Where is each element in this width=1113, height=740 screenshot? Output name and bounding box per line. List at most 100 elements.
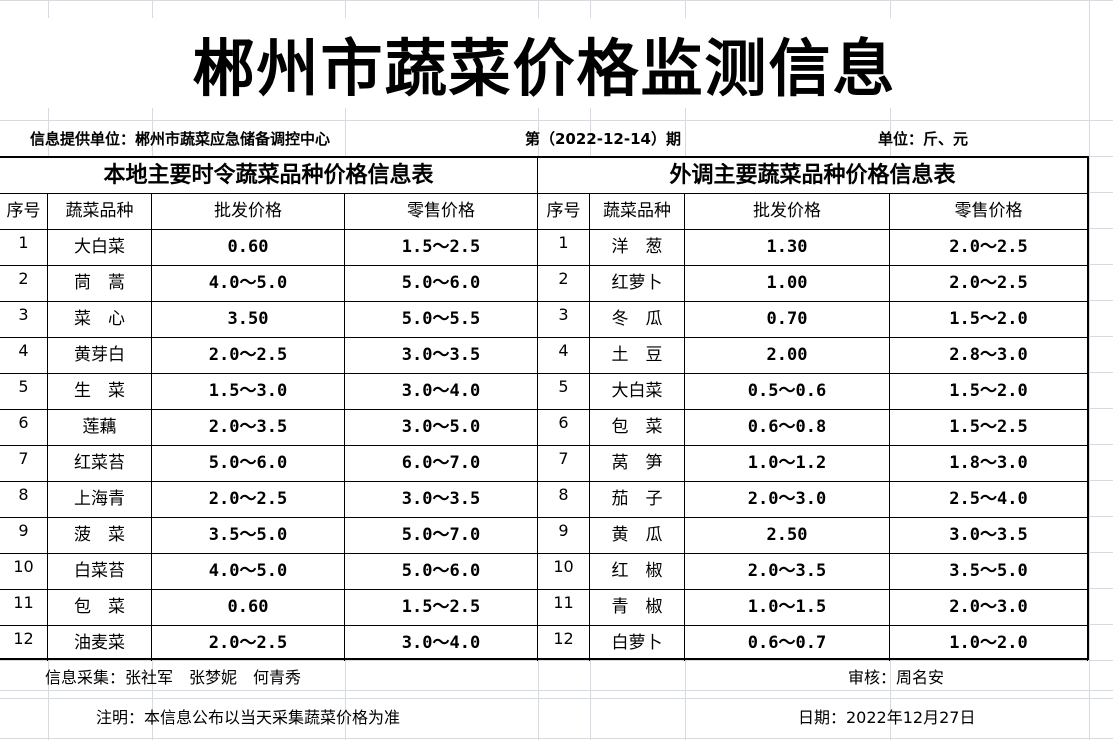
seq-cell: 11 xyxy=(0,590,48,625)
vegetable-cell: 红 椒 xyxy=(590,554,685,589)
wholesale-price-cell: 2.00 xyxy=(685,338,890,373)
table-row: 12 白萝卜 0.6～0.7 1.0～2.0 xyxy=(538,626,1088,662)
vegetable-cell: 大白菜 xyxy=(590,374,685,409)
wholesale-price-cell: 0.6～0.8 xyxy=(685,410,890,445)
wholesale-price-cell: 1.5～3.0 xyxy=(152,374,345,409)
table-row: 12 油麦菜 2.0～2.5 3.0～4.0 xyxy=(0,626,538,662)
header-seq: 序号 xyxy=(0,194,48,229)
retail-price-cell: 3.0～4.0 xyxy=(345,374,538,409)
table-row: 4 黄芽白 2.0～2.5 3.0～3.5 xyxy=(0,338,538,374)
wholesale-price-cell: 1.0～1.2 xyxy=(685,446,890,481)
seq-cell: 2 xyxy=(0,266,48,301)
page-title: 郴州市蔬菜价格监测信息 xyxy=(0,18,1089,108)
external-table-title: 外调主要蔬菜品种价格信息表 xyxy=(538,158,1088,194)
seq-cell: 7 xyxy=(538,446,590,481)
local-table-title: 本地主要时令蔬菜品种价格信息表 xyxy=(0,158,538,194)
table-row: 11 包 菜 0.60 1.5～2.5 xyxy=(0,590,538,626)
vegetable-cell: 包 菜 xyxy=(48,590,152,625)
wholesale-price-cell: 2.0～3.5 xyxy=(685,554,890,589)
retail-price-cell: 1.8～3.0 xyxy=(890,446,1088,481)
seq-cell: 3 xyxy=(0,302,48,337)
gridline xyxy=(0,120,1113,121)
table-row: 7 红菜苔 5.0～6.0 6.0～7.0 xyxy=(0,446,538,482)
retail-price-cell: 5.0～7.0 xyxy=(345,518,538,553)
wholesale-price-cell: 0.60 xyxy=(152,230,345,265)
retail-price-cell: 3.0～3.5 xyxy=(345,338,538,373)
vegetable-cell: 青 椒 xyxy=(590,590,685,625)
retail-price-cell: 5.0～6.0 xyxy=(345,554,538,589)
retail-price-cell: 1.5～2.0 xyxy=(890,302,1088,337)
gridline xyxy=(0,738,1113,739)
table-row: 6 莲藕 2.0～3.5 3.0～5.0 xyxy=(0,410,538,446)
seq-cell: 9 xyxy=(0,518,48,553)
vegetable-cell: 包 菜 xyxy=(590,410,685,445)
header-wholesale-price: 批发价格 xyxy=(152,194,345,229)
vegetable-cell: 茼 蒿 xyxy=(48,266,152,301)
vegetable-cell: 白菜苔 xyxy=(48,554,152,589)
external-vegetable-table: 外调主要蔬菜品种价格信息表 序号 蔬菜品种 批发价格 零售价格 1 洋 葱 1.30 2.0～2… xyxy=(538,158,1088,662)
wholesale-price-cell: 0.60 xyxy=(152,590,345,625)
retail-price-cell: 1.5～2.5 xyxy=(345,590,538,625)
vegetable-cell: 莴 笋 xyxy=(590,446,685,481)
wholesale-price-cell: 3.5～5.0 xyxy=(152,518,345,553)
wholesale-price-cell: 1.00 xyxy=(685,266,890,301)
seq-cell: 11 xyxy=(538,590,590,625)
wholesale-price-cell: 1.0～1.5 xyxy=(685,590,890,625)
seq-cell: 7 xyxy=(0,446,48,481)
wholesale-price-cell: 2.50 xyxy=(685,518,890,553)
local-vegetable-table: 本地主要时令蔬菜品种价格信息表 序号 蔬菜品种 批发价格 零售价格 1 大白菜 0.60 1.5… xyxy=(0,158,538,662)
gridline xyxy=(0,0,1113,1)
vegetable-cell: 土 豆 xyxy=(590,338,685,373)
seq-cell: 8 xyxy=(538,482,590,517)
retail-price-cell: 1.5～2.5 xyxy=(890,410,1088,445)
wholesale-price-cell: 3.50 xyxy=(152,302,345,337)
seq-cell: 10 xyxy=(0,554,48,589)
retail-price-cell: 5.0～6.0 xyxy=(345,266,538,301)
seq-cell: 4 xyxy=(0,338,48,373)
header-vegetable: 蔬菜品种 xyxy=(590,194,685,229)
retail-price-cell: 2.8～3.0 xyxy=(890,338,1088,373)
table-row: 10 红 椒 2.0～3.5 3.5～5.0 xyxy=(538,554,1088,590)
gridline xyxy=(0,698,1113,699)
wholesale-price-cell: 4.0～5.0 xyxy=(152,554,345,589)
price-sheet: 本地主要时令蔬菜品种价格信息表 序号 蔬菜品种 批发价格 零售价格 1 大白菜 0.60 1.5… xyxy=(0,156,1089,662)
header-retail-price: 零售价格 xyxy=(345,194,538,229)
seq-cell: 12 xyxy=(0,626,48,661)
wholesale-price-cell: 5.0～6.0 xyxy=(152,446,345,481)
vegetable-cell: 红菜苔 xyxy=(48,446,152,481)
wholesale-price-cell: 2.0～2.5 xyxy=(152,338,345,373)
unit: 单位：斤、元 xyxy=(878,130,969,148)
table-row: 2 红萝卜 1.00 2.0～2.5 xyxy=(538,266,1088,302)
header-retail-price: 零售价格 xyxy=(890,194,1088,229)
vegetable-cell: 红萝卜 xyxy=(590,266,685,301)
retail-price-cell: 3.0～4.0 xyxy=(345,626,538,661)
retail-price-cell: 2.0～2.5 xyxy=(890,266,1088,301)
wholesale-price-cell: 1.30 xyxy=(685,230,890,265)
vegetable-cell: 生 菜 xyxy=(48,374,152,409)
seq-cell: 5 xyxy=(538,374,590,409)
retail-price-cell: 3.0～5.0 xyxy=(345,410,538,445)
retail-price-cell: 1.5～2.5 xyxy=(345,230,538,265)
seq-cell: 4 xyxy=(538,338,590,373)
external-header-row: 序号 蔬菜品种 批发价格 零售价格 xyxy=(538,194,1088,230)
seq-cell: 2 xyxy=(538,266,590,301)
period: 第（2022-12-14）期 xyxy=(525,130,681,148)
vegetable-cell: 白萝卜 xyxy=(590,626,685,661)
reviewer: 审核：周名安 xyxy=(848,668,945,687)
table-row: 8 上海青 2.0～2.5 3.0～3.5 xyxy=(0,482,538,518)
vegetable-cell: 油麦菜 xyxy=(48,626,152,661)
seq-cell: 6 xyxy=(538,410,590,445)
date: 日期：2022年12月27日 xyxy=(798,708,976,727)
vegetable-cell: 菠 菜 xyxy=(48,518,152,553)
header-vegetable: 蔬菜品种 xyxy=(48,194,152,229)
